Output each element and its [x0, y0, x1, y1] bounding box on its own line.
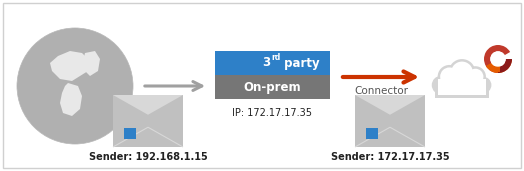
Polygon shape [60, 83, 82, 116]
Circle shape [432, 76, 450, 94]
Text: IP: 172.17.17.35: IP: 172.17.17.35 [233, 108, 312, 118]
Circle shape [440, 68, 458, 86]
Bar [438, 79, 486, 95]
Bar [215, 75, 330, 99]
Text: On-prem: On-prem [244, 81, 301, 94]
Circle shape [490, 51, 506, 67]
Circle shape [490, 51, 506, 67]
Polygon shape [83, 51, 100, 76]
Polygon shape [113, 95, 183, 115]
Text: Sender: 172.17.17.35: Sender: 172.17.17.35 [331, 152, 449, 162]
Bar [215, 51, 330, 75]
Wedge shape [498, 59, 512, 73]
Circle shape [465, 66, 486, 87]
Bar [366, 128, 378, 139]
Circle shape [451, 62, 473, 83]
Polygon shape [50, 51, 90, 81]
Polygon shape [355, 95, 425, 115]
FancyBboxPatch shape [3, 3, 521, 168]
Circle shape [467, 69, 484, 85]
Bar [113, 95, 183, 147]
Circle shape [438, 65, 461, 88]
Bar [355, 95, 425, 147]
Text: rd: rd [271, 54, 281, 62]
Bar [435, 79, 489, 98]
Wedge shape [486, 59, 512, 73]
Bar [124, 128, 136, 139]
Circle shape [449, 59, 475, 86]
Wedge shape [484, 45, 510, 73]
Text: Sender: 192.168.1.15: Sender: 192.168.1.15 [89, 152, 208, 162]
Text: 3: 3 [263, 56, 270, 69]
Bar [496, 65, 500, 72]
Circle shape [475, 77, 492, 94]
Text: party: party [279, 56, 319, 69]
Circle shape [17, 28, 133, 144]
Text: Connector: Connector [354, 86, 408, 96]
